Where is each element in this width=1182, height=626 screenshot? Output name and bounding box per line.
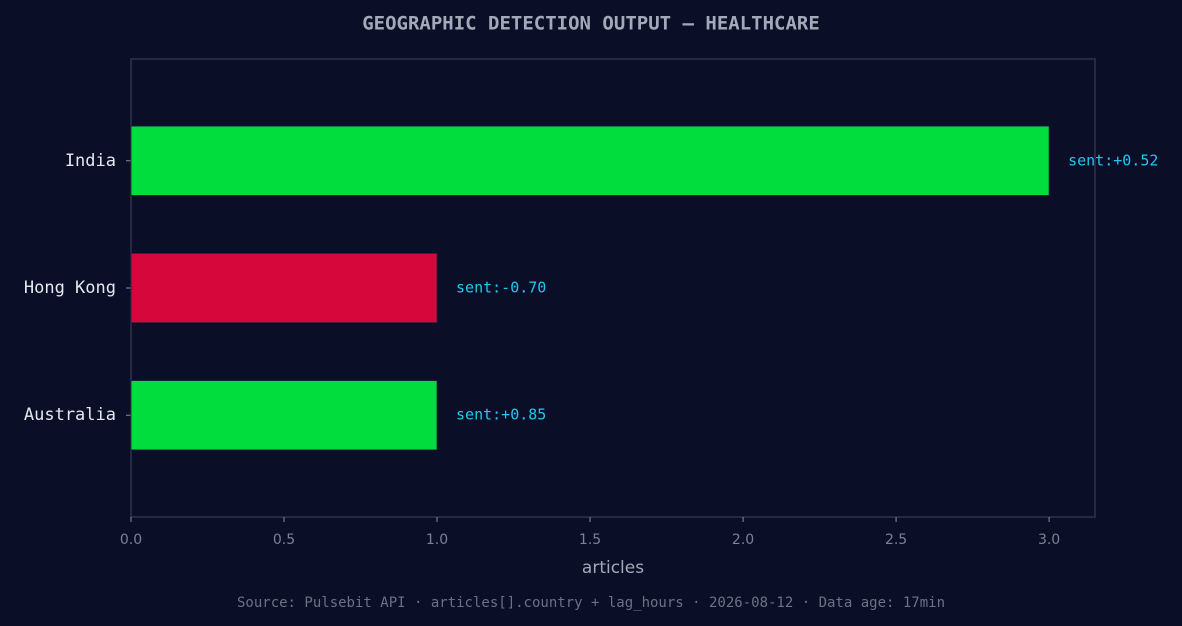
x-tick-label: 3.0 bbox=[1038, 532, 1060, 548]
bar bbox=[130, 252, 438, 324]
bar-label: sent:+0.85 bbox=[456, 406, 546, 424]
bar bbox=[130, 380, 438, 451]
bar-label: sent:-0.70 bbox=[456, 279, 546, 297]
chart-title: GEOGRAPHIC DETECTION OUTPUT — HEALTHCARE bbox=[362, 13, 820, 35]
x-tick-label: 2.0 bbox=[732, 532, 754, 548]
x-tick-label: 1.5 bbox=[579, 532, 601, 548]
y-tick-label: Hong Kong bbox=[24, 278, 116, 298]
bar-label: sent:+0.52 bbox=[1068, 151, 1158, 169]
bar bbox=[130, 125, 1050, 196]
x-axis-label: articles bbox=[582, 558, 644, 578]
source-note: Source: Pulsebit API · articles[].countr… bbox=[237, 595, 945, 611]
x-tick-label: 0.0 bbox=[120, 532, 142, 548]
x-tick-label: 1.0 bbox=[426, 532, 448, 548]
y-tick-label: India bbox=[65, 151, 116, 171]
x-tick-label: 2.5 bbox=[885, 532, 907, 548]
x-tick-label: 0.5 bbox=[273, 532, 295, 548]
y-tick-label: Australia bbox=[24, 405, 116, 425]
